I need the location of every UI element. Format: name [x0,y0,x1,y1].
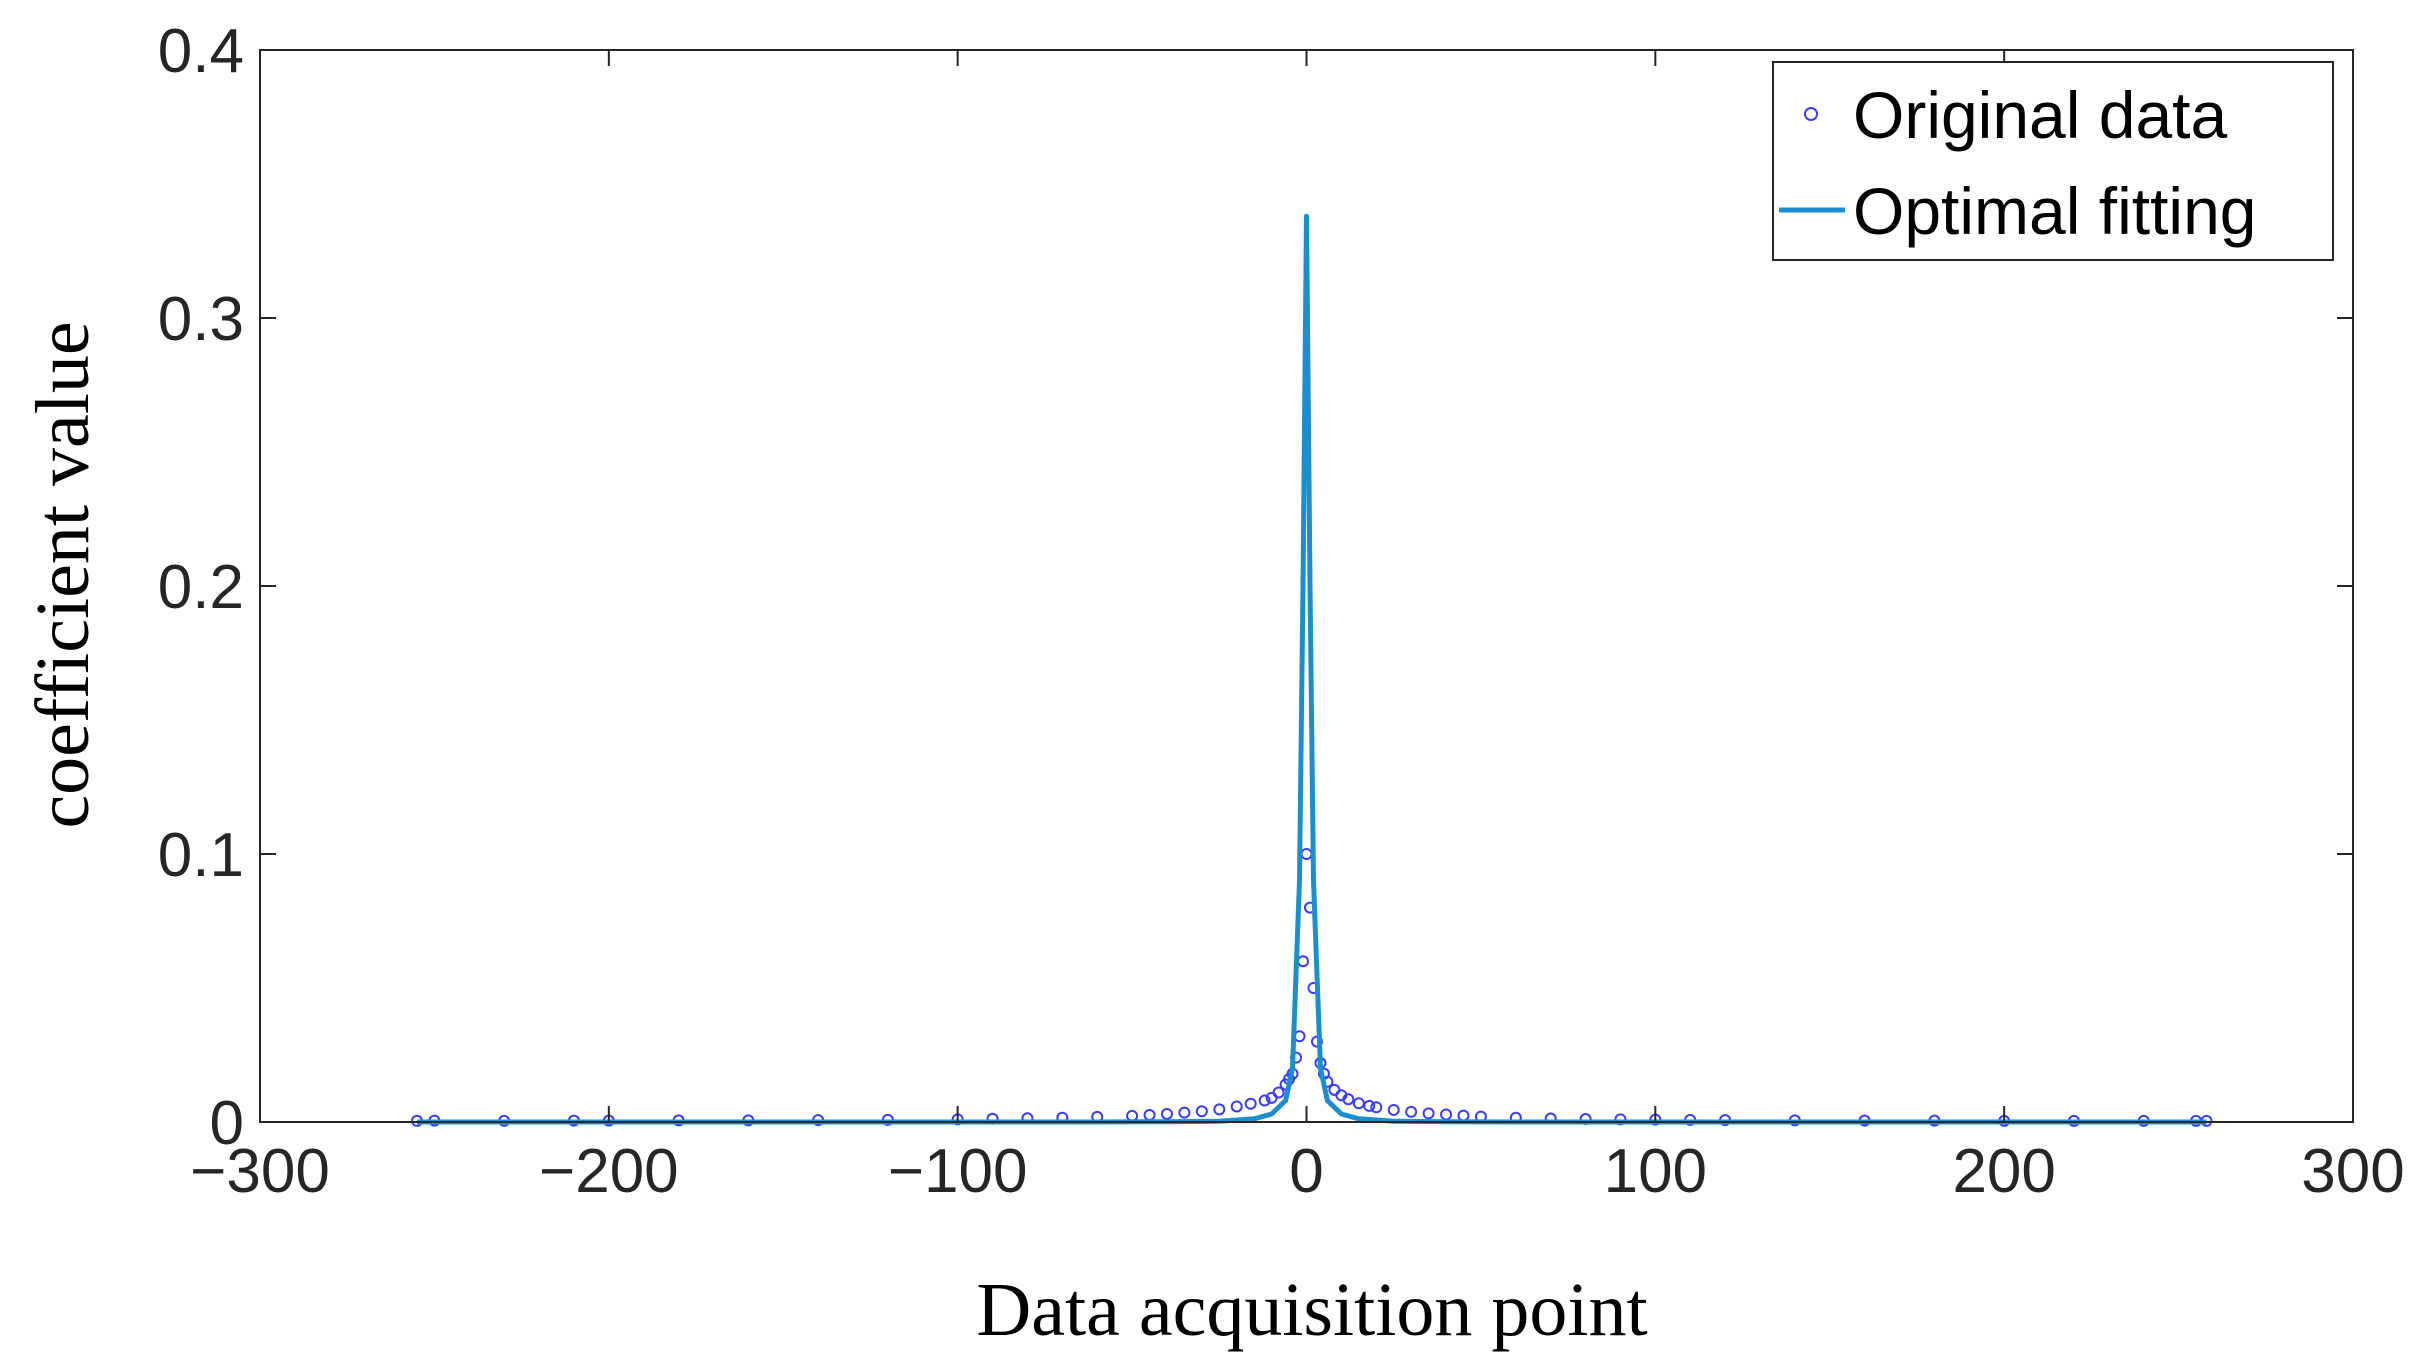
data-point [1405,1105,1418,1118]
data-point [1370,1101,1383,1114]
data-point [1195,1105,1208,1118]
y-axis-title: coefficient value [21,321,105,828]
data-point [1258,1094,1271,1107]
x-tick-label: −100 [888,1137,1028,1206]
y-tick-label: 0.4 [158,17,244,86]
data-point [1272,1086,1285,1099]
data-point [1230,1100,1243,1113]
data-point [1352,1097,1365,1110]
y-tick-label: 0.1 [158,821,244,890]
legend-label: Original data [1853,78,2228,152]
x-tick-label: −200 [539,1137,679,1206]
data-point [1178,1106,1191,1119]
data-point [1422,1107,1435,1120]
x-tick-label: 200 [1952,1137,2055,1206]
data-point [1213,1103,1226,1116]
axes: −300 −200 −100 0 100 200 300 0 0.1 0.2 0.3 0.4 [158,17,2405,1206]
x-tick-label: 100 [1604,1137,1707,1206]
legend-box [1772,61,2334,261]
data-point [1244,1097,1257,1110]
legend-label: Optimal fitting [1853,174,2256,248]
y-tick-label: 0.2 [158,553,244,622]
data-point [1342,1093,1355,1106]
data-point [1160,1107,1173,1120]
legend-marker-original-data [1804,107,1818,121]
data-point [1387,1103,1400,1116]
x-tick-label: 300 [2301,1137,2404,1206]
y-tick-label: 0.3 [158,285,244,354]
x-tick-label: −300 [190,1137,330,1206]
x-tick-label: 0 [1289,1137,1323,1206]
x-axis-title: Data acquisition point [976,1268,1647,1352]
legend: Original data Optimal fitting [1772,61,2334,261]
data-point [1363,1099,1376,1112]
y-tick-label: 0 [210,1089,244,1158]
